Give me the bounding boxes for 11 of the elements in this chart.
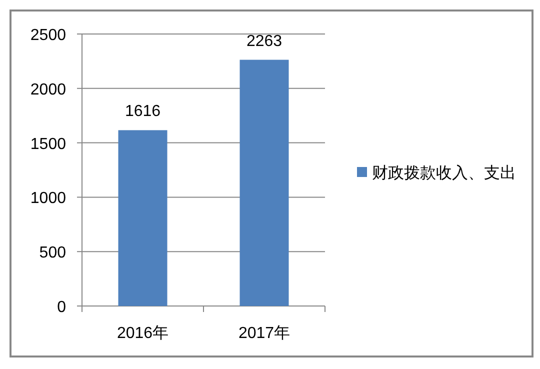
y-tick-label: 1000: [30, 190, 66, 208]
y-tick-label: 0: [57, 299, 66, 316]
y-tick-label: 2000: [30, 81, 66, 98]
legend: 财政拨款收入、支出: [357, 165, 516, 182]
x-tick-label: 2016年: [116, 325, 169, 342]
x-tick-label: 2017年: [238, 325, 290, 342]
y-tick-label: 500: [39, 244, 66, 262]
data-label: 1616: [124, 103, 161, 120]
data-label: 2263: [246, 32, 282, 50]
y-tick-label: 2500: [30, 27, 66, 44]
y-tick-label: 1500: [30, 136, 66, 153]
